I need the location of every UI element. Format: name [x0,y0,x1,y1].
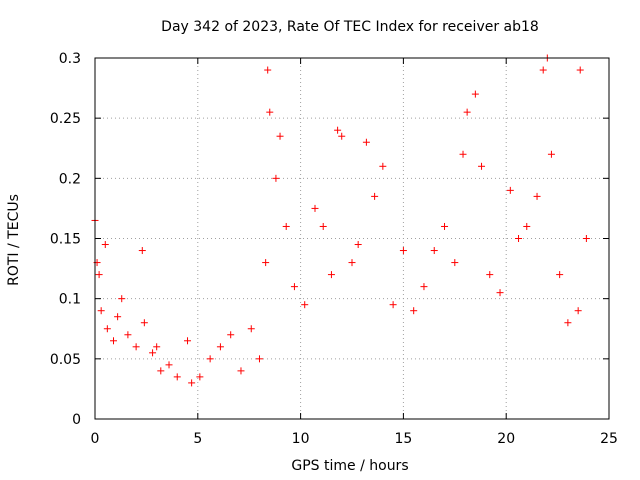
data-point [110,337,118,345]
data-point [95,271,103,279]
data-point [523,222,531,230]
data-point [354,241,362,249]
data-point [430,247,438,255]
data-point [515,235,523,242]
data-point [556,271,564,279]
data-point [311,204,319,212]
data-point [389,301,397,309]
y-tick-label: 0.25 [50,111,81,127]
data-point [547,150,555,158]
data-point [564,319,572,327]
data-point [173,373,181,381]
data-point [216,343,224,351]
data-point [496,289,504,297]
x-axis-label: GPS time / hours [291,458,408,474]
grid [95,58,609,419]
data-point [362,138,370,146]
y-tick-label: 0 [72,412,81,428]
data-point [255,355,263,363]
data-point [410,307,418,315]
data-point [576,66,584,74]
data-point [451,259,459,267]
data-point [138,247,146,255]
data-point [272,174,280,182]
data-point [149,349,157,357]
data-point [124,331,132,339]
data-point [338,132,346,140]
data-point [282,222,290,230]
data-point [266,108,274,116]
y-tick-labels: 0 0.05 0.1 0.15 0.2 0.25 0.3 [50,51,81,428]
data-point [262,259,270,267]
data-point [459,150,467,158]
y-axis-label: ROTI / TECUs [6,194,22,286]
data-point [348,259,356,267]
data-point [196,373,204,381]
x-tick-label: 25 [600,431,618,447]
data-point [334,126,342,134]
y-tick-label: 0.15 [50,232,81,248]
data-point [227,331,235,339]
data-point [247,325,255,333]
y-tick-label: 0.2 [59,171,81,187]
data-point [478,162,486,170]
data-points [91,54,590,387]
data-point [264,66,272,74]
chart-title: Day 342 of 2023, Rate Of TEC Index for r… [161,19,539,35]
data-point [114,313,122,321]
data-point [574,307,582,315]
data-point [399,247,407,255]
data-point [101,241,109,249]
x-tick-label: 15 [394,431,412,447]
data-point [486,271,494,279]
data-point [184,337,192,345]
x-tick-label: 10 [292,431,310,447]
data-point [371,192,379,200]
data-point [165,361,173,369]
data-point [506,186,514,194]
x-tick-label: 20 [497,431,515,447]
y-tick-label: 0.05 [50,352,81,368]
data-point [290,283,298,291]
data-point [206,355,214,363]
y-tick-label: 0.1 [59,292,81,308]
data-point [301,301,309,309]
data-point [140,319,148,327]
data-point [471,90,479,98]
x-tick-label: 0 [91,431,100,447]
data-point [319,222,327,230]
data-point [276,132,284,140]
data-point [118,295,126,303]
data-point [379,162,387,170]
data-point [237,367,245,375]
data-point [97,307,105,315]
y-tick-label: 0.3 [59,51,81,67]
x-tick-labels: 0 5 10 15 20 25 [91,431,618,447]
data-point [132,343,140,351]
data-point [533,192,541,200]
x-tick-label: 5 [193,431,202,447]
data-point [441,222,449,230]
data-point [103,325,111,333]
data-point [157,367,165,375]
tick-marks [94,57,610,420]
data-point [463,108,471,116]
data-point [420,283,428,291]
data-point [582,235,590,242]
data-point [153,343,161,351]
data-point [327,271,335,279]
data-point [188,379,196,387]
data-point [539,66,547,74]
